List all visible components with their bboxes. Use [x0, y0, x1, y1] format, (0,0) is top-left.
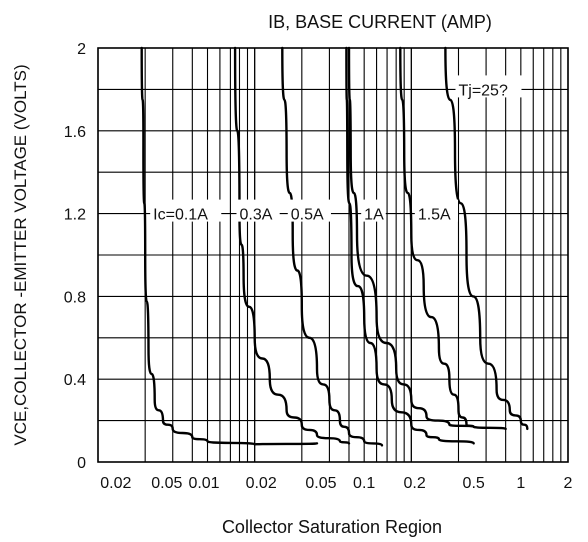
chart-title: IB, BASE CURRENT (AMP)	[268, 12, 492, 32]
curve-line	[140, 46, 319, 446]
curve-line	[233, 46, 351, 445]
x-tick-label: 2	[564, 475, 573, 492]
curve-labels: Ic=0.1A 0.3A 0.5A 1A 1.5A Tj=25?	[150, 75, 522, 224]
curve-line	[347, 46, 507, 431]
curve-label-bg	[361, 199, 386, 222]
curve-line	[399, 46, 475, 428]
curve-line	[345, 46, 475, 445]
annotation-bg	[455, 75, 522, 98]
y-tick-label: 0.8	[64, 289, 86, 306]
axes: 0 0.4 0.8 1.2 1.6 2 0.02 0.05 0.01 0.02 0.05 0.1 0.2…	[64, 41, 573, 492]
y-tick-label: 1.6	[64, 124, 86, 141]
x-tick-label: 0.02	[246, 475, 277, 492]
x-axis-label: Collector Saturation Region	[222, 517, 442, 537]
x-tick-label: 1	[516, 475, 525, 492]
curve-label-bg	[414, 199, 459, 222]
curve-label: 0.5A	[291, 207, 324, 224]
y-axis-label: VCE,COLLECTOR -EMITTER VOLTAGE (VOLTS)	[11, 64, 30, 445]
x-tick-label: 0.05	[305, 475, 336, 492]
y-tick-label: 0	[77, 455, 86, 472]
y-tick-label: 1.2	[64, 207, 86, 224]
x-tick-label: 0.05	[151, 475, 182, 492]
x-tick-label: 0.2	[404, 475, 426, 492]
x-tick-label: 0.5	[463, 475, 485, 492]
y-tick-label: 2	[77, 41, 86, 58]
y-tick-label: 0.4	[64, 372, 86, 389]
curves	[140, 46, 529, 447]
x-tick-label: 0.1	[353, 475, 375, 492]
plot-frame	[97, 47, 569, 463]
curve-label-bg	[150, 199, 222, 222]
curve-label-bg	[287, 199, 331, 222]
curve-label-bg	[236, 199, 280, 222]
curve-label: Ic=0.1A	[153, 207, 208, 224]
x-tick-label: 0.01	[188, 475, 219, 492]
temperature-annotation: Tj=25?	[458, 82, 507, 99]
curve-line	[281, 46, 384, 447]
curve-line	[444, 46, 529, 431]
grid	[97, 47, 569, 463]
curve-label: 1A	[364, 207, 384, 224]
x-tick-label: 0.02	[100, 475, 131, 492]
curve-label: 0.3A	[239, 207, 272, 224]
curve-label: 1.5A	[418, 207, 451, 224]
